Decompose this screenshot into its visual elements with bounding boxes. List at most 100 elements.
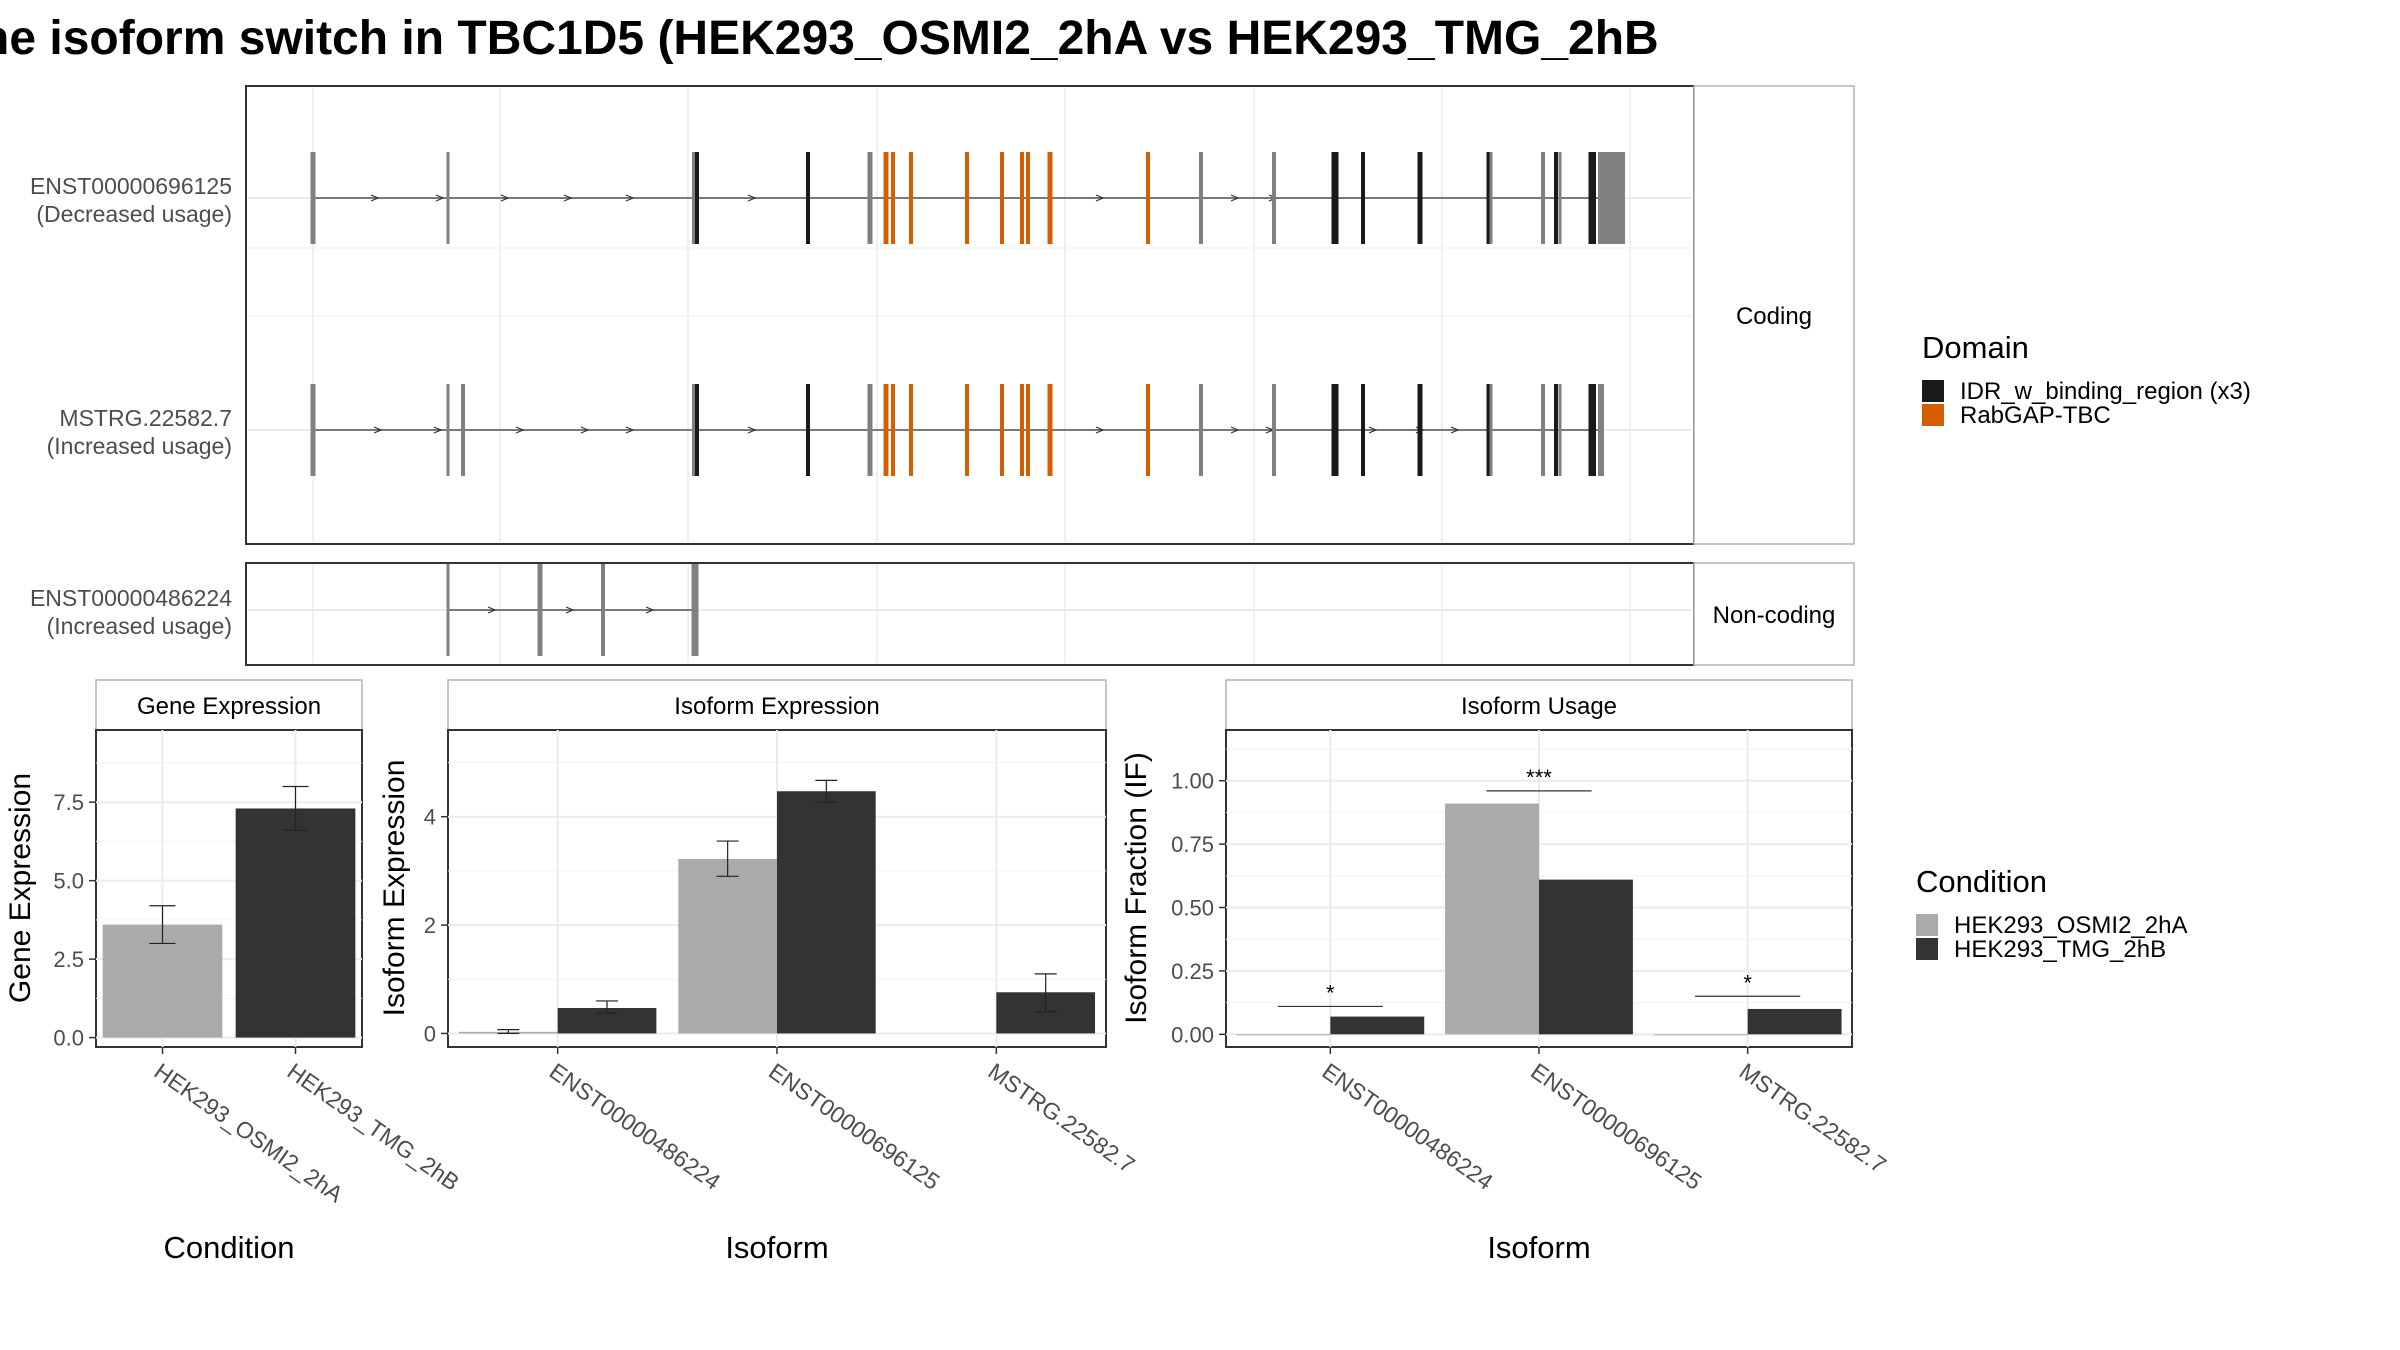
exon (1592, 152, 1596, 244)
exon (1146, 152, 1150, 244)
exon (806, 384, 810, 476)
transcript-label-3-id: ENST00000486224 (30, 585, 232, 611)
exon (1489, 384, 1493, 476)
legend-label-idr: IDR_w_binding_region (x3) (1960, 378, 2251, 405)
exon (310, 384, 316, 476)
strand-arrow (1095, 426, 1105, 434)
exon (692, 384, 696, 476)
exon (692, 152, 696, 244)
strand-arrow (747, 194, 757, 202)
transcript-label-2-usage: (Increased usage) (47, 433, 232, 459)
exon (867, 384, 873, 476)
exon (1047, 384, 1053, 476)
coding-panel (245, 85, 1695, 545)
exon (1361, 152, 1365, 244)
x-tick-label: MSTRG.22582.7 (983, 1058, 1139, 1178)
exon (1199, 152, 1203, 244)
exon (310, 152, 316, 244)
exon (891, 152, 895, 244)
bar (1330, 1016, 1425, 1035)
y-tick-label: 1.00 (1171, 769, 1214, 794)
significance-label: *** (1526, 765, 1552, 790)
transcript-label-1-usage: (Decreased usage) (36, 201, 232, 227)
y-tick-label: 7.5 (53, 790, 84, 815)
exon (1331, 152, 1337, 244)
bar (1445, 803, 1539, 1035)
exon-tracks (310, 152, 1625, 656)
exon (891, 384, 895, 476)
bar (678, 858, 777, 1034)
transcript-label-1-id: ENST00000696125 (30, 173, 232, 199)
exon (909, 152, 913, 244)
exon-utr (1598, 384, 1604, 476)
bar (1236, 1034, 1331, 1036)
strand-arrow (433, 426, 443, 434)
exon (867, 152, 873, 244)
exon (1486, 384, 1492, 476)
exon (965, 384, 969, 476)
exon (1554, 152, 1558, 244)
exon (806, 152, 810, 244)
condition-legend: Condition HEK293_OSMI2_2hA HEK293_TMG_2h… (1916, 864, 2187, 963)
strip-noncoding-label: Non-coding (1713, 602, 1836, 629)
y-tick-label: 0.00 (1171, 1022, 1214, 1047)
exon (909, 384, 913, 476)
strand-arrow (747, 426, 757, 434)
strand-arrow (645, 606, 655, 614)
exon (1592, 384, 1596, 476)
significance-label: * (1743, 970, 1752, 995)
exon (446, 564, 450, 656)
isoform-expression-strip (447, 679, 1107, 731)
exon (1361, 384, 1365, 476)
x-tick-label: ENST00000486224 (545, 1058, 726, 1195)
legend-key-rabgap (1922, 404, 1944, 426)
strand-arrow (1095, 194, 1105, 202)
exon (601, 564, 605, 656)
bar (1747, 1008, 1842, 1035)
isoform-usage-title: Isoform Usage (1461, 693, 1617, 720)
exon (461, 384, 465, 476)
exon (1331, 384, 1337, 476)
strand-arrow (435, 194, 445, 202)
legend-label-cond-b: HEK293_TMG_2hB (1954, 936, 2166, 963)
legend-label-cond-a: HEK293_OSMI2_2hA (1954, 912, 2187, 939)
strip-coding (1693, 85, 1855, 545)
exon (446, 152, 450, 244)
y-tick-label: 0.25 (1171, 959, 1214, 984)
exon (1026, 152, 1030, 244)
domain-legend-title: Domain (1922, 330, 2029, 365)
strand-arrow (563, 194, 573, 202)
gene-expression-xlabel: Condition (164, 1230, 295, 1265)
transcript-label-3-usage: (Increased usage) (47, 613, 232, 639)
exon (1558, 152, 1562, 244)
isoform-expression-title: Isoform Expression (674, 693, 879, 720)
transcript-label-2-id: MSTRG.22582.7 (59, 405, 232, 431)
legend-key-cond-b (1916, 938, 1938, 960)
isoform-usage-ylabel: Isoform Fraction (IF) (1120, 752, 1153, 1024)
noncoding-panel (245, 562, 1695, 666)
strand-arrow (1368, 426, 1378, 434)
exon (1199, 384, 1203, 476)
exon (883, 384, 889, 476)
exon (1020, 384, 1024, 476)
bar (777, 791, 876, 1034)
isoform-expression-xlabel: Isoform (725, 1230, 828, 1265)
exon (1417, 152, 1423, 244)
y-tick-label: 4 (424, 805, 436, 830)
exon (695, 384, 699, 476)
strand-arrow (487, 606, 497, 614)
strand-arrow (373, 426, 383, 434)
exon (1588, 384, 1594, 476)
exon (1541, 152, 1545, 244)
strand-arrow (370, 194, 380, 202)
exon (1588, 152, 1594, 244)
exon (1047, 152, 1053, 244)
exon (883, 152, 889, 244)
exon (1541, 384, 1545, 476)
figure-title: ne isoform switch in TBC1D5 (HEK293_OSMI… (0, 12, 1659, 65)
strand-arrow (625, 426, 635, 434)
exon (1335, 384, 1339, 476)
strand-arrow (1230, 194, 1240, 202)
significance-label: * (1326, 980, 1335, 1005)
